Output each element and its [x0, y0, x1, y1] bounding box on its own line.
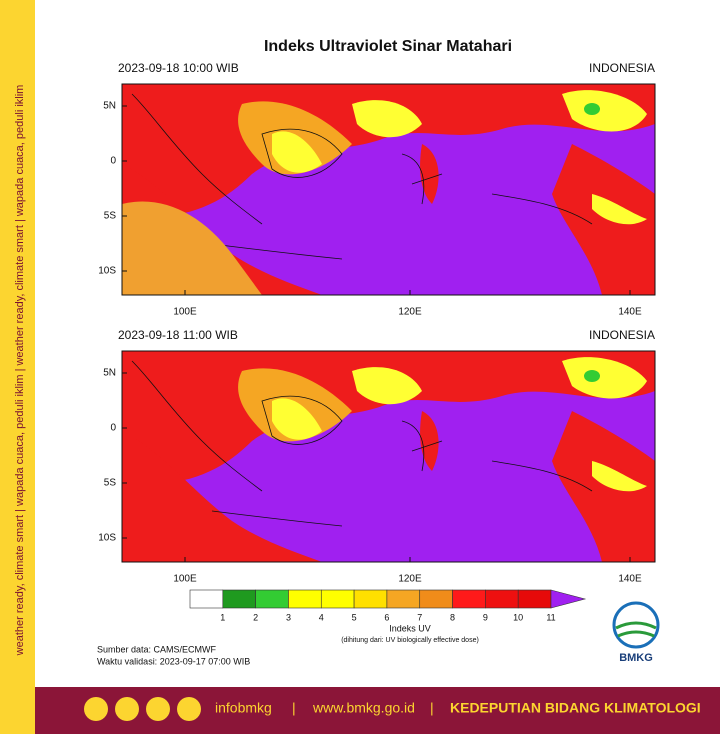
lat-label: 5N	[103, 368, 116, 379]
colorbar-segment	[222, 589, 256, 609]
colorbar-label: 6	[384, 612, 389, 622]
footer-website: www.bmkg.go.id	[312, 700, 415, 716]
colorbar-label: 9	[483, 612, 488, 622]
social-icon	[84, 697, 108, 721]
map-field	[122, 201, 262, 295]
side-text: weather ready, climate smart | wapada cu…	[14, 85, 26, 657]
map-field	[122, 351, 655, 562]
map	[122, 84, 655, 295]
lon-label: 100E	[173, 574, 197, 585]
social-icon	[177, 697, 201, 721]
colorbar-arrow	[550, 589, 587, 609]
map-frame	[121, 350, 656, 563]
colorbar-segment	[419, 589, 453, 609]
colorbar-label: 1	[220, 612, 225, 622]
map	[122, 351, 655, 562]
lat-label: 5N	[103, 101, 116, 112]
logo-text: BMKG	[619, 652, 653, 664]
lat-label: 0	[110, 156, 116, 167]
panel-region: INDONESIA	[589, 61, 655, 75]
colorbar-segment	[452, 589, 486, 609]
map-frame	[121, 83, 656, 296]
side-strip	[0, 0, 35, 734]
source: Sumber data: CAMS/ECMWF	[97, 644, 217, 654]
lon-label: 100E	[173, 307, 197, 318]
lat-label: 5S	[104, 478, 117, 489]
colorbar-segment	[517, 589, 552, 609]
lon-label: 140E	[618, 307, 642, 318]
colorbar-label: 5	[352, 612, 357, 622]
colorbar-label: 2	[253, 612, 258, 622]
lon-label: 120E	[398, 574, 422, 585]
colorbar-label: 7	[417, 612, 422, 622]
colorbar-label: 10	[513, 612, 523, 622]
footer-handle: infobmkg	[215, 700, 272, 716]
lon-label: 140E	[618, 574, 642, 585]
lat-label: 0	[110, 423, 116, 434]
social-icon	[146, 697, 170, 721]
lat-label: 5S	[104, 211, 117, 222]
footer-separator: |	[430, 700, 434, 716]
footer-department: KEDEPUTIAN BIDANG KLIMATOLOGI	[450, 700, 701, 716]
lon-label: 120E	[398, 307, 422, 318]
colorbar-segment	[189, 589, 224, 609]
colorbar-label: 11	[546, 612, 555, 622]
colorbar-label: 3	[286, 612, 291, 622]
lat-label: 10S	[98, 266, 116, 277]
colorbar-segment	[288, 589, 322, 609]
validity: Waktu validasi: 2023-09-17 07:00 WIB	[97, 656, 250, 666]
colorbar-segment	[353, 589, 388, 609]
colorbar-note: (dihitung dari: UV biologically effectiv…	[341, 637, 479, 644]
colorbar-segment	[485, 589, 519, 609]
logo-wave	[615, 621, 657, 630]
colorbar-title: Indeks UV	[389, 623, 431, 633]
lat-label: 10S	[98, 533, 116, 544]
footer-separator: |	[292, 700, 296, 716]
colorbar-label: 8	[450, 612, 455, 622]
logo-wave	[617, 630, 655, 638]
colorbar-segment	[386, 589, 421, 609]
social-icon	[115, 697, 139, 721]
panel-region: INDONESIA	[589, 328, 655, 342]
title: Indeks Ultraviolet Sinar Matahari	[264, 38, 512, 55]
colorbar-segment	[320, 589, 355, 609]
panel-time: 2023-09-18 11:00 WIB	[118, 328, 238, 342]
panel-time: 2023-09-18 10:00 WIB	[118, 61, 239, 75]
logo-mark	[612, 601, 660, 649]
colorbar-segment	[255, 589, 289, 609]
colorbar-label: 4	[319, 612, 324, 622]
